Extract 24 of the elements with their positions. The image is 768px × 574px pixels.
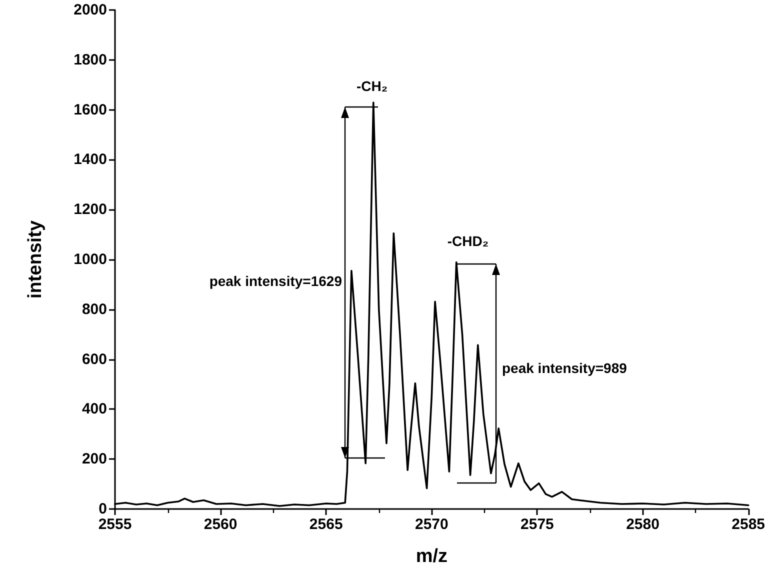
y-tick-label: 600 bbox=[82, 350, 107, 368]
y-tick-label: 0 bbox=[98, 500, 107, 518]
x-tick-label: 2555 bbox=[98, 516, 132, 533]
y-tick-label: 200 bbox=[82, 450, 107, 468]
y-tick-label: 1200 bbox=[74, 201, 107, 218]
x-tick-label: 2585 bbox=[732, 516, 766, 533]
x-tick-label: 2570 bbox=[414, 516, 448, 533]
annotation: -CH₂ bbox=[356, 78, 388, 94]
x-axis-title: m/z bbox=[416, 546, 448, 567]
y-tick-label: 1400 bbox=[74, 151, 107, 168]
y-tick-label: 1000 bbox=[74, 251, 107, 268]
annotation: peak intensity=1629 bbox=[209, 273, 342, 289]
annotation: -CHD₂ bbox=[447, 233, 489, 249]
y-tick-label: 1800 bbox=[74, 51, 107, 68]
x-tick-label: 2560 bbox=[204, 516, 238, 533]
x-tick-label: 2580 bbox=[626, 516, 660, 533]
y-axis-title: intensity bbox=[25, 220, 46, 299]
y-tick-label: 1600 bbox=[74, 101, 107, 118]
y-tick-label: 2000 bbox=[74, 2, 107, 18]
x-tick-label: 2575 bbox=[520, 516, 554, 533]
annotation: peak intensity=989 bbox=[502, 360, 628, 376]
y-tick-label: 400 bbox=[82, 400, 107, 418]
y-tick-label: 800 bbox=[82, 300, 107, 318]
x-tick-label: 2565 bbox=[309, 516, 343, 533]
